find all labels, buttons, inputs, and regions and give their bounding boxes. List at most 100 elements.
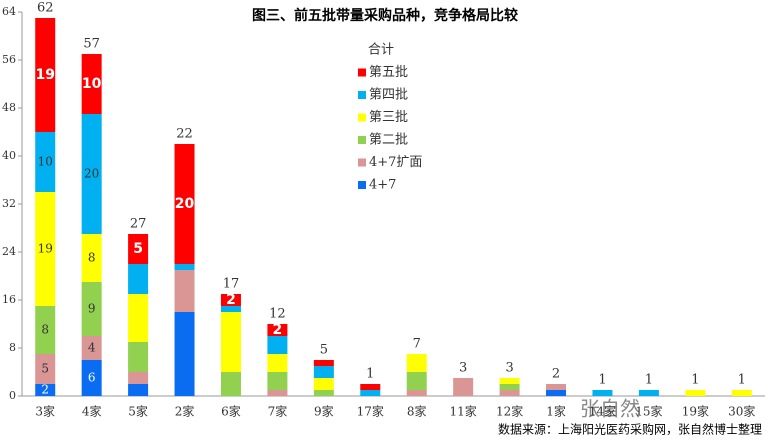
bar-segment [313, 378, 334, 390]
value-label: 8 [88, 251, 96, 265]
bar-segment [731, 390, 752, 396]
value-label: 19 [38, 242, 53, 256]
x-tick-label: 2家 [175, 404, 195, 419]
y-tick-label: 40 [2, 149, 16, 162]
x-tick-label: 4家 [82, 404, 102, 419]
value-label: 10 [82, 76, 102, 92]
y-tick-label: 24 [2, 245, 16, 258]
legend-swatch [358, 181, 366, 189]
bar-segment [267, 372, 288, 390]
total-label: 22 [176, 127, 193, 142]
source: 数据来源：上海阳光医药采购网，张自然博士整理 [498, 422, 762, 437]
value-label: 5 [133, 241, 143, 257]
total-label: 3 [505, 361, 513, 376]
bar-segment [128, 342, 149, 372]
x-tick-label: 1家 [546, 404, 566, 419]
bar-segment [174, 144, 195, 264]
bar-segment [546, 390, 567, 396]
x-tick-label: 14家 [589, 404, 616, 419]
x-tick-label: 8家 [407, 404, 427, 419]
y-tick-label: 16 [2, 293, 16, 306]
bar-segment [313, 390, 334, 396]
legend-label: 第四批 [369, 88, 408, 103]
total-label: 1 [366, 367, 374, 382]
bar-segment [406, 354, 427, 372]
bar-segment [267, 354, 288, 372]
bar-segment [313, 360, 334, 366]
bar-segment [35, 306, 56, 354]
x-tick-label: 12家 [496, 404, 523, 419]
legend-label: 4+7扩面 [369, 155, 422, 170]
value-label: 2 [226, 292, 236, 308]
bar-segment [35, 132, 56, 192]
bar-segment [267, 324, 288, 336]
bar-segment [406, 390, 427, 396]
value-label: 19 [35, 67, 54, 83]
total-label: 17 [223, 277, 240, 292]
bar-segment [499, 390, 520, 396]
y-tick-label: 32 [2, 197, 16, 210]
bar-segment [406, 372, 427, 390]
y-tick-label: 0 [9, 389, 16, 402]
bar-segment [35, 18, 56, 132]
total-label: 62 [37, 1, 54, 16]
legend-label: 第二批 [369, 133, 408, 148]
x-tick-label: 17家 [357, 404, 384, 419]
bar-segment [220, 312, 241, 372]
value-label: 8 [41, 323, 49, 337]
value-label: 6 [88, 371, 96, 385]
bar-segment [499, 378, 520, 384]
bar-segment [546, 384, 567, 390]
bar-segment [360, 384, 381, 390]
value-label: 10 [38, 155, 53, 169]
bar-segment [220, 306, 241, 312]
bar-segment [313, 366, 334, 378]
bar-segment [35, 354, 56, 384]
bar-segment [638, 390, 659, 396]
bar-segment [128, 294, 149, 342]
x-tick-label: 5家 [128, 404, 148, 419]
value-label: 2 [41, 383, 49, 397]
value-label: 20 [84, 167, 99, 181]
total-label: 12 [269, 307, 286, 322]
total-label: 1 [691, 373, 699, 388]
value-label: 2 [273, 322, 283, 338]
bar-segment [81, 114, 102, 234]
legend-swatch [358, 158, 366, 167]
bar-segment [81, 54, 102, 114]
bar-segment [81, 282, 102, 336]
y-tick-label: 8 [9, 341, 16, 354]
bar-segment [35, 384, 56, 396]
total-label: 1 [645, 373, 653, 388]
x-tick-label: 15家 [635, 404, 662, 419]
x-tick-label: 30家 [728, 404, 755, 419]
bar-segment [128, 264, 149, 294]
bar-segment [128, 234, 149, 264]
legend-swatch [358, 68, 366, 77]
legend-swatch [358, 91, 366, 99]
y-tick-label: 64 [2, 5, 16, 18]
bar-segment [174, 312, 195, 396]
x-tick-label: 6家 [221, 404, 241, 419]
x-tick-label: 11家 [450, 404, 477, 419]
legend-label: 第三批 [369, 110, 408, 125]
total-label: 3 [459, 361, 467, 376]
value-label: 9 [88, 302, 96, 316]
x-tick-label: 19家 [682, 404, 709, 419]
watermark: 张自然 [580, 397, 640, 421]
y-tick-label: 56 [2, 53, 16, 66]
y-tick-label: 48 [2, 101, 16, 114]
bar-segment [592, 390, 613, 396]
total-label: 1 [598, 373, 606, 388]
legend-label: 合计 [368, 43, 394, 58]
value-label: 5 [41, 362, 49, 376]
total-label: 27 [130, 217, 147, 232]
total-label: 1 [738, 373, 746, 388]
bar-segment [81, 360, 102, 396]
x-tick-label: 3家 [35, 404, 55, 419]
bar-segment [220, 372, 241, 396]
bar-segment [453, 378, 474, 396]
bar-segment [220, 294, 241, 306]
total-label: 7 [413, 337, 421, 352]
